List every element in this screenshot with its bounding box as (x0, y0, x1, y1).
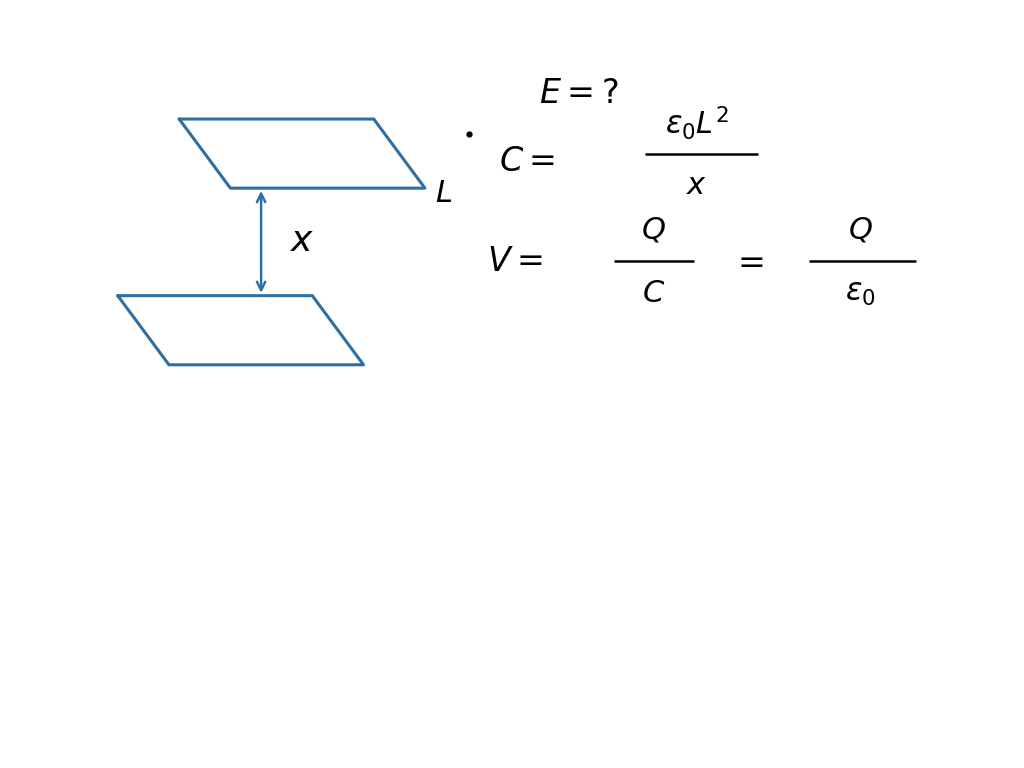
Text: $E = ?$: $E = ?$ (539, 78, 618, 110)
Text: $x$: $x$ (686, 171, 707, 200)
Text: $C = $: $C = $ (500, 145, 555, 177)
Text: $\epsilon_0$: $\epsilon_0$ (845, 279, 876, 308)
Text: $L$: $L$ (435, 179, 453, 208)
Text: $\epsilon_0 L^2$: $\epsilon_0 L^2$ (665, 104, 728, 141)
Text: $C$: $C$ (642, 279, 665, 308)
Text: $Q$: $Q$ (641, 216, 666, 245)
Text: $Q$: $Q$ (848, 216, 872, 245)
Text: $\mathit{x}$: $\mathit{x}$ (290, 224, 314, 258)
Text: $V = $: $V = $ (487, 245, 543, 277)
Text: $=$: $=$ (731, 245, 764, 277)
